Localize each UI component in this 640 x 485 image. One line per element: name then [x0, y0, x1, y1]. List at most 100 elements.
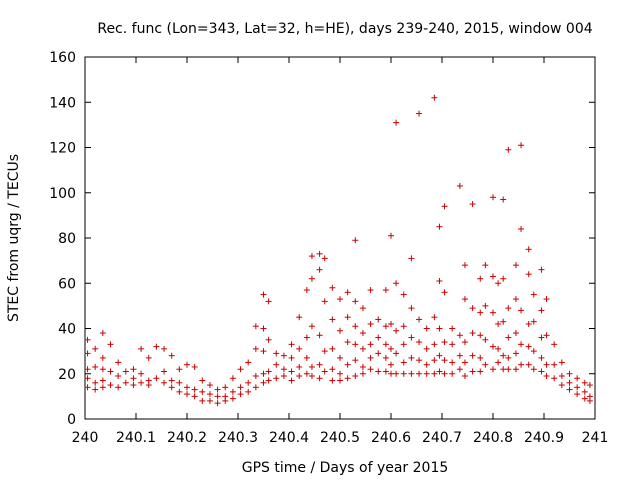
data-point — [449, 341, 456, 348]
data-point — [512, 350, 519, 357]
data-point — [138, 345, 145, 352]
data-point — [461, 373, 468, 380]
data-point — [490, 194, 496, 201]
data-point — [107, 368, 114, 375]
data-point — [337, 370, 343, 377]
x-tick-label: 240.6 — [371, 430, 411, 446]
data-point — [482, 361, 489, 368]
data-point — [260, 325, 267, 332]
data-point — [303, 334, 310, 341]
data-point — [581, 395, 588, 402]
data-point — [303, 287, 310, 294]
data-point — [199, 397, 206, 404]
x-tick-label: 240.4 — [269, 430, 309, 446]
data-point — [400, 370, 407, 377]
data-point — [423, 345, 430, 352]
y-tick-label: 120 — [49, 141, 76, 157]
x-tick-label: 240.3 — [218, 430, 258, 446]
data-point — [525, 320, 532, 327]
data-point — [574, 384, 581, 391]
data-point — [482, 336, 489, 343]
data-point — [161, 345, 168, 352]
data-point — [490, 273, 496, 280]
data-point — [367, 287, 374, 294]
data-point — [500, 275, 507, 282]
data-point — [337, 327, 343, 334]
data-point — [382, 354, 389, 361]
data-point — [518, 341, 525, 348]
data-point — [477, 368, 484, 375]
data-point — [393, 327, 400, 334]
data-point — [352, 341, 359, 348]
data-point — [344, 289, 351, 296]
data-point — [525, 246, 532, 253]
data-point — [229, 375, 236, 382]
data-point — [99, 366, 106, 373]
data-point — [400, 359, 407, 366]
data-point — [530, 366, 537, 373]
x-tick-label: 240.5 — [320, 430, 360, 446]
data-point — [245, 359, 252, 366]
data-point — [538, 368, 545, 375]
x-tick-label: 240.7 — [422, 430, 462, 446]
data-point — [408, 334, 415, 341]
data-point — [461, 359, 468, 366]
data-point — [416, 316, 423, 323]
data-point — [265, 377, 272, 384]
data-point — [375, 368, 382, 375]
data-point — [538, 307, 545, 314]
data-point — [130, 366, 137, 373]
data-point — [161, 368, 168, 375]
data-point — [229, 388, 236, 395]
data-point — [558, 373, 565, 380]
data-point — [512, 296, 519, 303]
data-point — [288, 368, 295, 375]
data-point — [245, 388, 252, 395]
data-point — [449, 359, 456, 366]
data-point — [191, 386, 198, 393]
data-point — [558, 359, 565, 366]
data-point — [296, 373, 303, 380]
data-point — [206, 391, 213, 398]
data-point — [303, 354, 310, 361]
data-point — [122, 368, 129, 375]
data-point — [441, 370, 448, 377]
data-point — [329, 345, 336, 352]
data-point — [344, 361, 351, 368]
data-points — [84, 94, 593, 407]
data-point — [530, 348, 537, 355]
data-point — [296, 314, 303, 321]
data-point — [388, 370, 394, 377]
data-point — [574, 375, 581, 382]
data-point — [538, 354, 545, 361]
data-point — [145, 354, 152, 361]
data-point — [337, 296, 343, 303]
data-point — [153, 375, 160, 382]
data-point — [138, 379, 145, 386]
data-point — [316, 332, 323, 339]
data-point — [265, 336, 272, 343]
data-point — [566, 379, 573, 386]
data-point — [206, 397, 213, 404]
data-point — [512, 330, 519, 337]
data-point — [176, 388, 183, 395]
data-point — [316, 250, 323, 257]
data-point — [288, 377, 295, 384]
data-point — [500, 352, 507, 359]
data-point — [416, 357, 423, 364]
data-point — [84, 336, 91, 343]
y-axis-ticks: 0 20 40 60 80 100 120 140 160 — [49, 50, 595, 428]
data-point — [423, 325, 430, 332]
data-point — [495, 359, 502, 366]
data-point — [252, 323, 259, 330]
data-point — [477, 354, 484, 361]
data-point — [308, 363, 315, 370]
data-point — [352, 323, 359, 330]
data-point — [199, 377, 206, 384]
data-point — [308, 253, 315, 260]
data-point — [512, 366, 519, 373]
data-point — [184, 391, 190, 398]
data-point — [375, 350, 382, 357]
data-point — [505, 354, 512, 361]
